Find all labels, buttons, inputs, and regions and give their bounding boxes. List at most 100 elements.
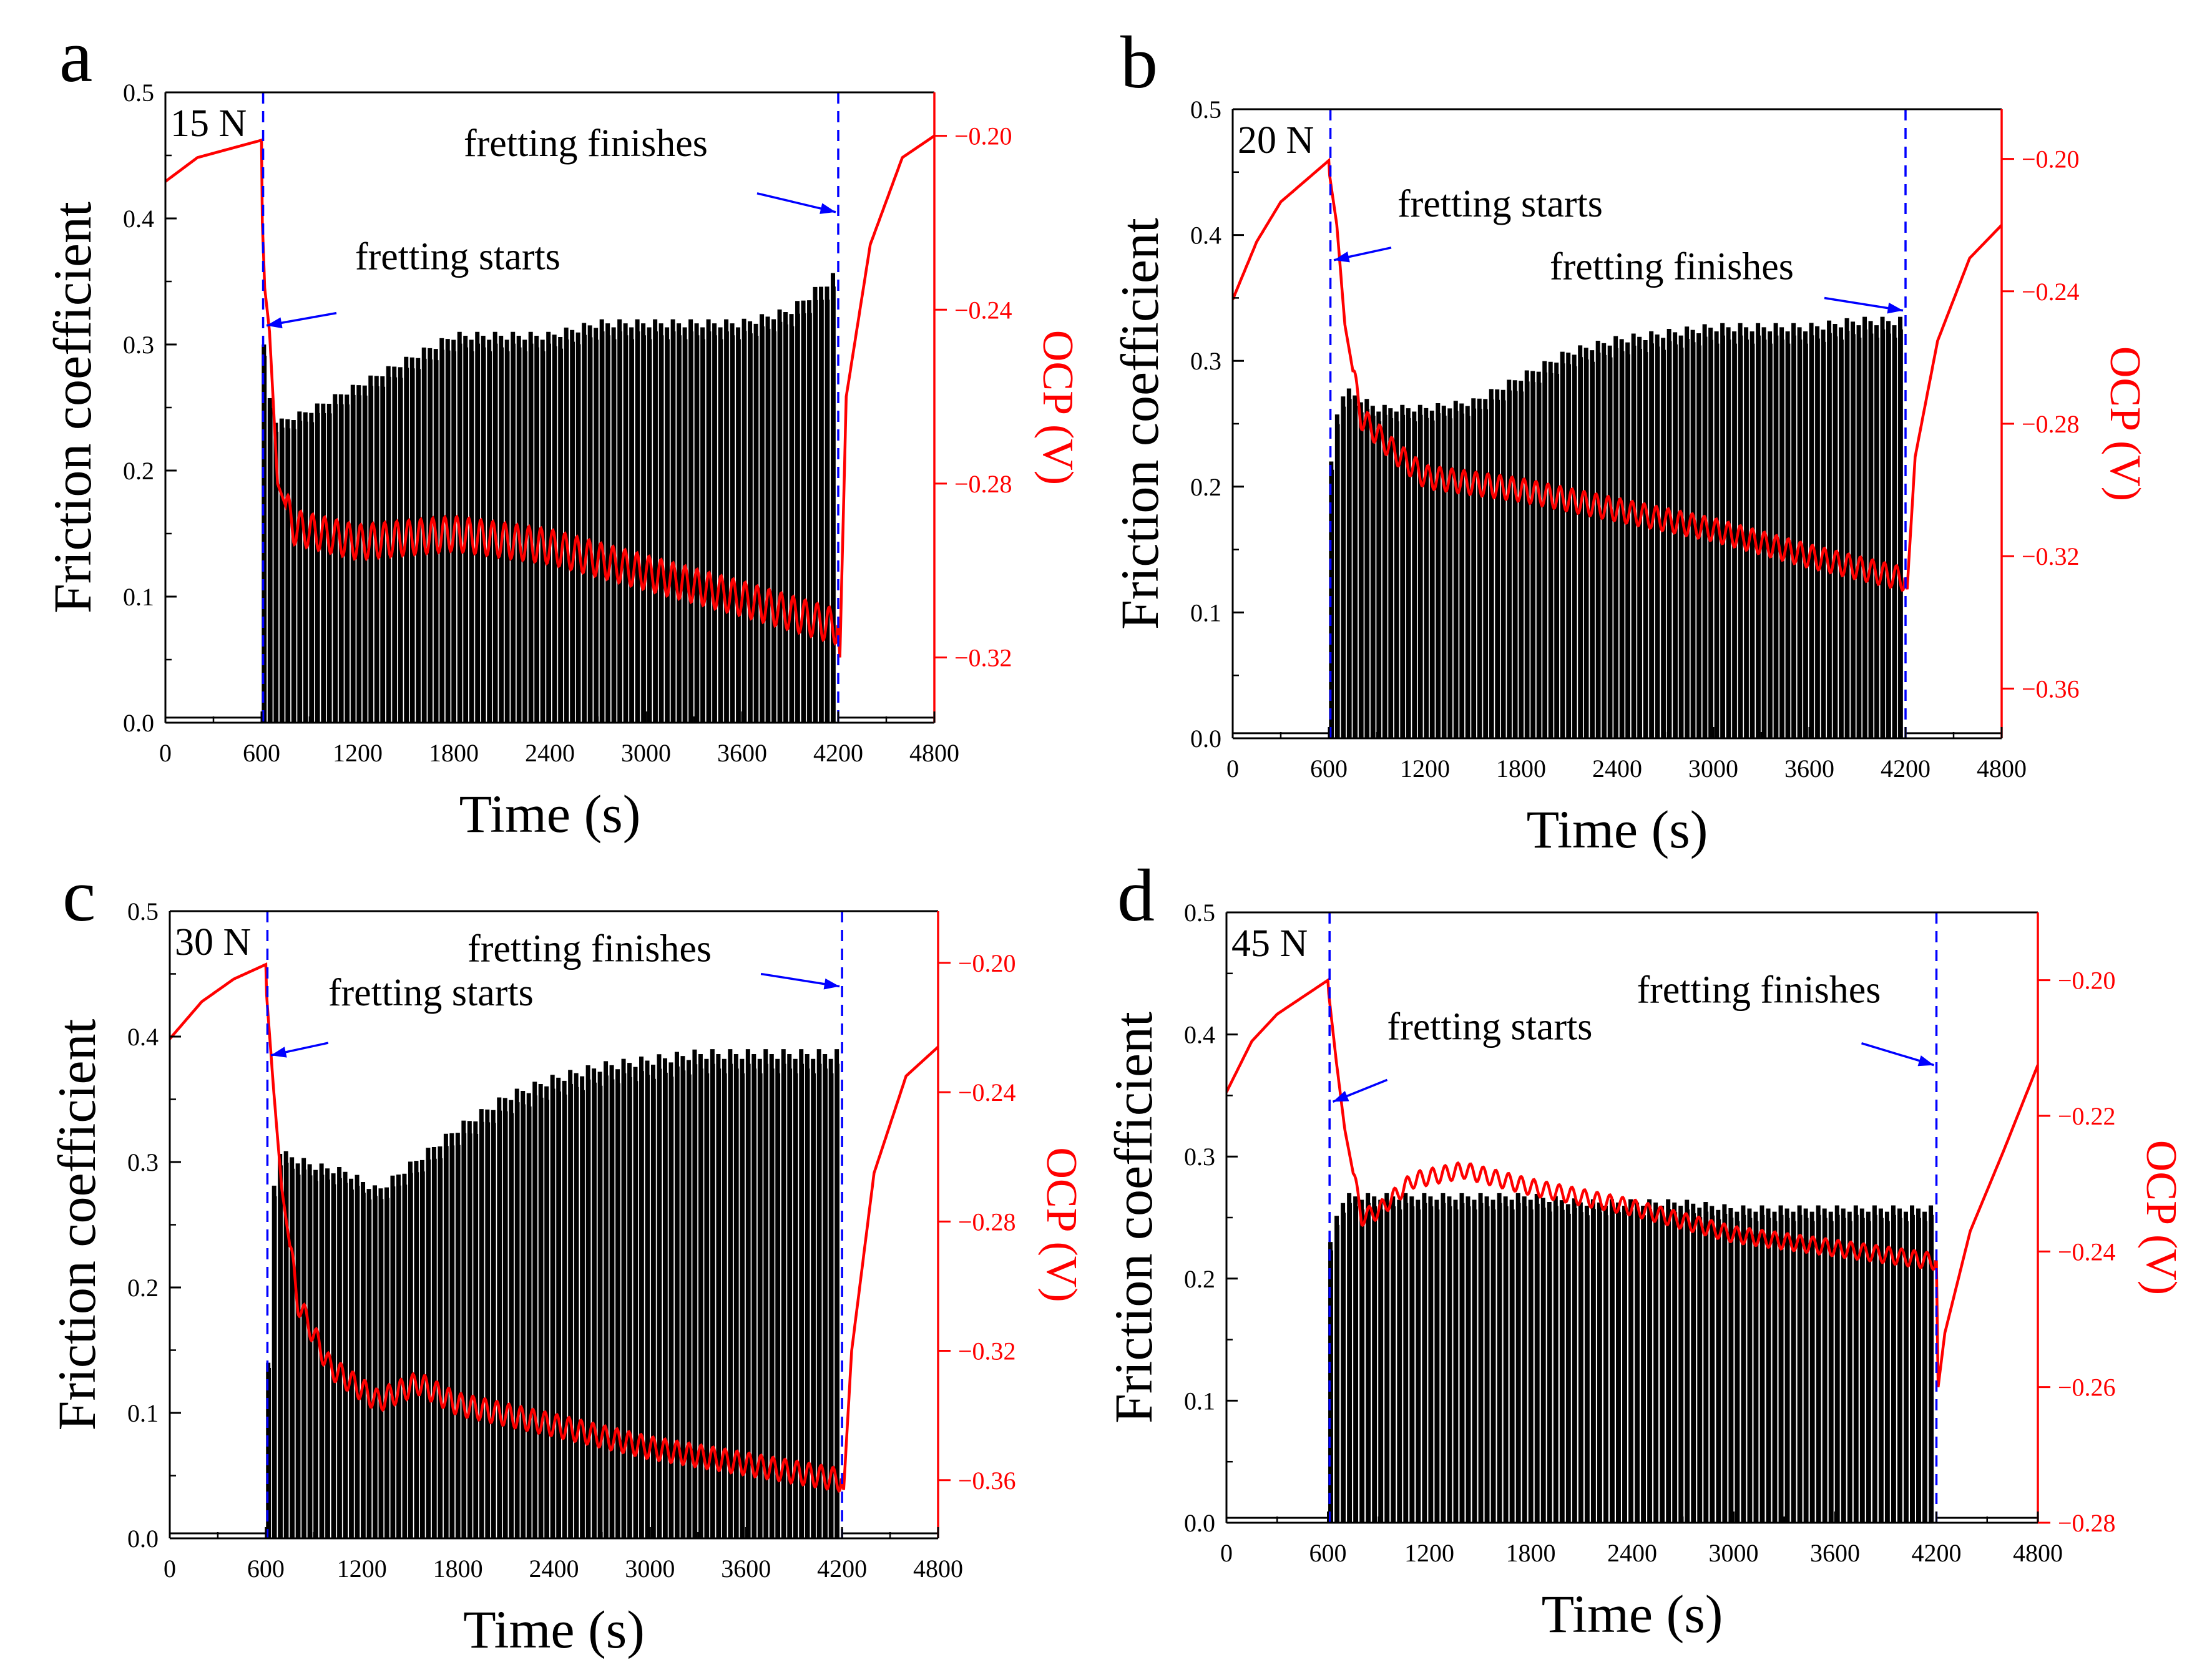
x-tick-label: 4200: [1912, 1539, 1962, 1567]
y-tick-label: 0.0: [1184, 1509, 1215, 1537]
x-tick-label: 3600: [717, 739, 767, 767]
y2-tick-label: −0.32: [2022, 542, 2080, 570]
x-axis-title: Time (s): [459, 784, 641, 844]
x-tick-label: 4800: [909, 739, 959, 767]
x-tick-label: 600: [247, 1555, 285, 1583]
ocp-series-line: [170, 962, 938, 1493]
y-tick-label: 0.4: [1184, 1021, 1215, 1049]
y2-tick-label: −0.22: [2058, 1102, 2116, 1130]
fretting-start-annotation: fretting starts: [1397, 183, 1603, 225]
y-tick-label: 0.3: [127, 1148, 159, 1176]
fretting-end-annotation: fretting finishes: [1550, 245, 1794, 288]
y2-tick-label: −0.28: [2022, 410, 2080, 438]
y2-tick-label: −0.24: [2022, 278, 2080, 306]
x-tick-label: 4200: [817, 1555, 867, 1583]
y-tick-label: 0.3: [123, 331, 154, 359]
y2-tick-label: −0.26: [2058, 1374, 2116, 1402]
y-tick-label: 0.4: [127, 1023, 159, 1051]
fretting-end-arrow-head: [820, 203, 836, 214]
fretting-start-annotation: fretting starts: [328, 972, 534, 1014]
x-tick-label: 4200: [813, 739, 863, 767]
fretting-start-arrow-head: [1333, 1091, 1349, 1102]
y-tick-label: 0.1: [1190, 598, 1221, 627]
y-tick-label: 0.2: [1190, 473, 1221, 501]
load-label: 30 N: [175, 921, 251, 964]
load-label: 15 N: [170, 102, 247, 145]
y-tick-label: 0.2: [127, 1274, 159, 1302]
y-tick-label: 0.1: [123, 583, 154, 611]
x-tick-label: 3000: [1709, 1539, 1759, 1567]
y2-tick-label: −0.20: [2058, 967, 2116, 995]
y2-axis-title: OCP (V): [2101, 346, 2149, 501]
plot-area: [1226, 977, 2038, 1523]
y2-tick-label: −0.20: [958, 949, 1016, 977]
x-tick-label: 0: [1220, 1539, 1233, 1567]
x-tick-label: 0: [159, 739, 172, 767]
fretting-start-annotation: fretting starts: [355, 236, 560, 278]
x-tick-label: 1200: [333, 739, 383, 767]
y2-tick-label: −0.28: [958, 1208, 1016, 1236]
fretting-end-annotation: fretting finishes: [467, 928, 712, 970]
y-axis-title: Friction coefficient: [1104, 1012, 1163, 1424]
x-axis-title: Time (s): [1542, 1584, 1723, 1644]
y2-tick-label: −0.32: [958, 1337, 1016, 1365]
y-tick-label: 0.5: [127, 897, 159, 925]
x-tick-label: 1200: [337, 1555, 387, 1583]
x-tick-label: 600: [243, 739, 280, 767]
chart-panel-b: b 0 600 1200 1800 2400 3000 3600 4200 4800 0.0 0.1 0…: [1110, 21, 2149, 859]
y2-tick-label: −0.24: [954, 296, 1012, 324]
x-tick-label: 600: [1310, 755, 1348, 783]
plot-area: [1233, 157, 2002, 738]
x-tick-label: 3600: [721, 1555, 771, 1583]
chart-panel-c: c 0 600 1200 1800 2400 3000 3600 4200 4800 0.0 0.1 0…: [47, 854, 1085, 1659]
fretting-end-arrow-head: [1887, 302, 1903, 314]
y2-tick-label: −0.20: [954, 122, 1012, 150]
x-tick-label: 3600: [1810, 1539, 1860, 1567]
y2-tick-label: −0.28: [954, 470, 1012, 498]
chart-panel-d: d 0 600 1200 1800 2400 3000 3600 4200 4800 0.0 0.1 0…: [1104, 854, 2185, 1644]
x-axis-title: Time (s): [463, 1599, 645, 1659]
fretting-end-annotation: fretting finishes: [464, 122, 708, 165]
x-tick-label: 4800: [2013, 1539, 2063, 1567]
fretting-end-arrow-head: [823, 978, 840, 990]
y-axis-title: Friction coefficient: [47, 1018, 107, 1430]
y2-tick-label: −0.24: [958, 1078, 1016, 1106]
y2-tick-label: −0.20: [2022, 145, 2080, 173]
y-axis-title: Friction coefficient: [42, 202, 102, 613]
y-tick-label: 0.4: [1190, 222, 1221, 250]
y-tick-label: 0.0: [123, 709, 154, 737]
y-tick-label: 0.3: [1184, 1143, 1215, 1171]
panel-letter: d: [1117, 854, 1155, 937]
y-tick-label: 0.5: [1190, 95, 1221, 124]
x-tick-label: 1800: [429, 739, 479, 767]
y2-tick-label: −0.24: [2058, 1238, 2116, 1266]
y-tick-label: 0.2: [123, 457, 154, 485]
load-label: 20 N: [1238, 119, 1314, 162]
fretting-start-arrow-head: [267, 317, 283, 329]
x-tick-label: 1800: [1496, 755, 1546, 783]
fretting-end-annotation: fretting finishes: [1637, 969, 1881, 1012]
x-tick-label: 2400: [1592, 755, 1642, 783]
x-tick-label: 1200: [1404, 1539, 1454, 1567]
y-tick-label: 0.1: [127, 1399, 159, 1427]
x-tick-label: 4800: [1977, 755, 2027, 783]
x-tick-label: 1800: [433, 1555, 483, 1583]
y-tick-label: 0.0: [1190, 725, 1221, 753]
x-tick-label: 600: [1309, 1539, 1347, 1567]
x-tick-label: 0: [1226, 755, 1239, 783]
x-tick-label: 3000: [1688, 755, 1738, 783]
y2-tick-label: −0.28: [2058, 1509, 2116, 1537]
chart-panel-a: a 0 600 1200 1800 2400 3000 3600 4200 4800 0.0 0.1 0…: [42, 14, 1082, 844]
friction-series: [165, 273, 934, 723]
x-tick-label: 2400: [529, 1555, 579, 1583]
y-tick-label: 0.2: [1184, 1265, 1215, 1293]
y-tick-label: 0.4: [123, 205, 154, 233]
y-tick-label: 0.5: [123, 79, 154, 107]
x-tick-label: 3600: [1784, 755, 1834, 783]
y-tick-label: 0.1: [1184, 1387, 1215, 1415]
y2-axis-title: OCP (V): [1034, 330, 1082, 485]
x-tick-label: 2400: [1607, 1539, 1657, 1567]
x-tick-label: 3000: [621, 739, 671, 767]
load-label: 45 N: [1231, 922, 1308, 965]
